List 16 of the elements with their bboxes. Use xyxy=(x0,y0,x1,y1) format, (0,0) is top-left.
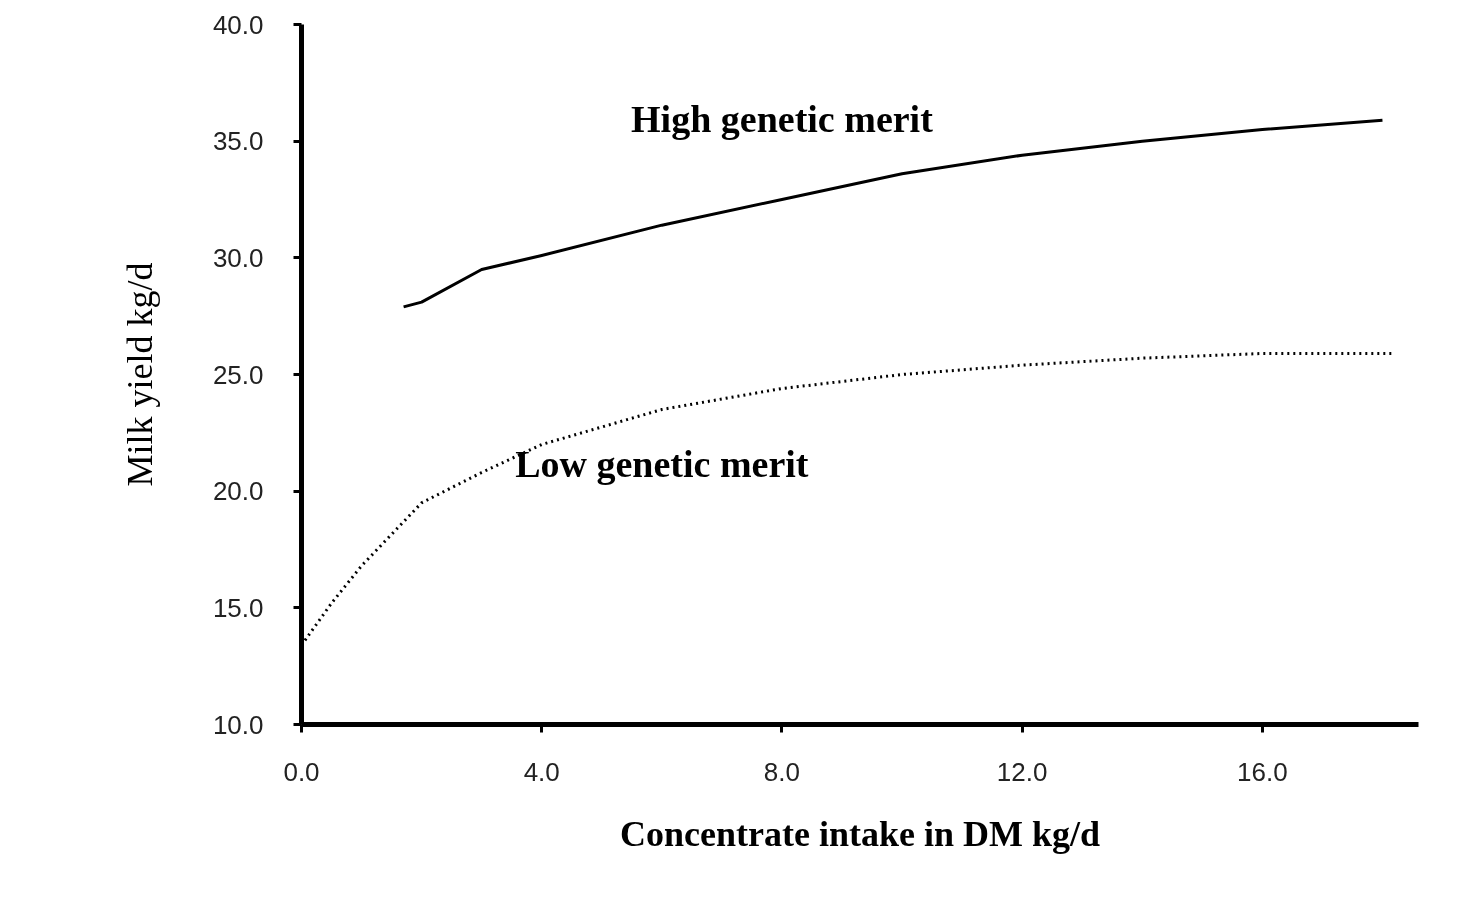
y-tick-label: 25.0 xyxy=(212,359,264,390)
x-tick-label: 4.0 xyxy=(523,756,560,787)
y-axis-title: Milk yield kg/d xyxy=(119,262,160,487)
x-tick-label: 12.0 xyxy=(996,756,1048,787)
series-label: Low genetic merit xyxy=(515,442,809,485)
series-label: High genetic merit xyxy=(631,97,934,140)
y-tick-label: 15.0 xyxy=(212,592,264,623)
x-tick-label: 0.0 xyxy=(283,756,320,787)
y-tick-label: 40.0 xyxy=(212,9,264,40)
y-tick-label: 20.0 xyxy=(212,476,264,507)
x-tick-label: 16.0 xyxy=(1237,756,1288,787)
y-tick-label: 30.0 xyxy=(212,242,264,273)
y-tick-label: 10.0 xyxy=(212,709,264,740)
x-axis-title: Concentrate intake in DM kg/d xyxy=(620,813,1101,854)
x-tick-label: 8.0 xyxy=(763,756,801,787)
y-tick-label: 35.0 xyxy=(212,126,264,157)
